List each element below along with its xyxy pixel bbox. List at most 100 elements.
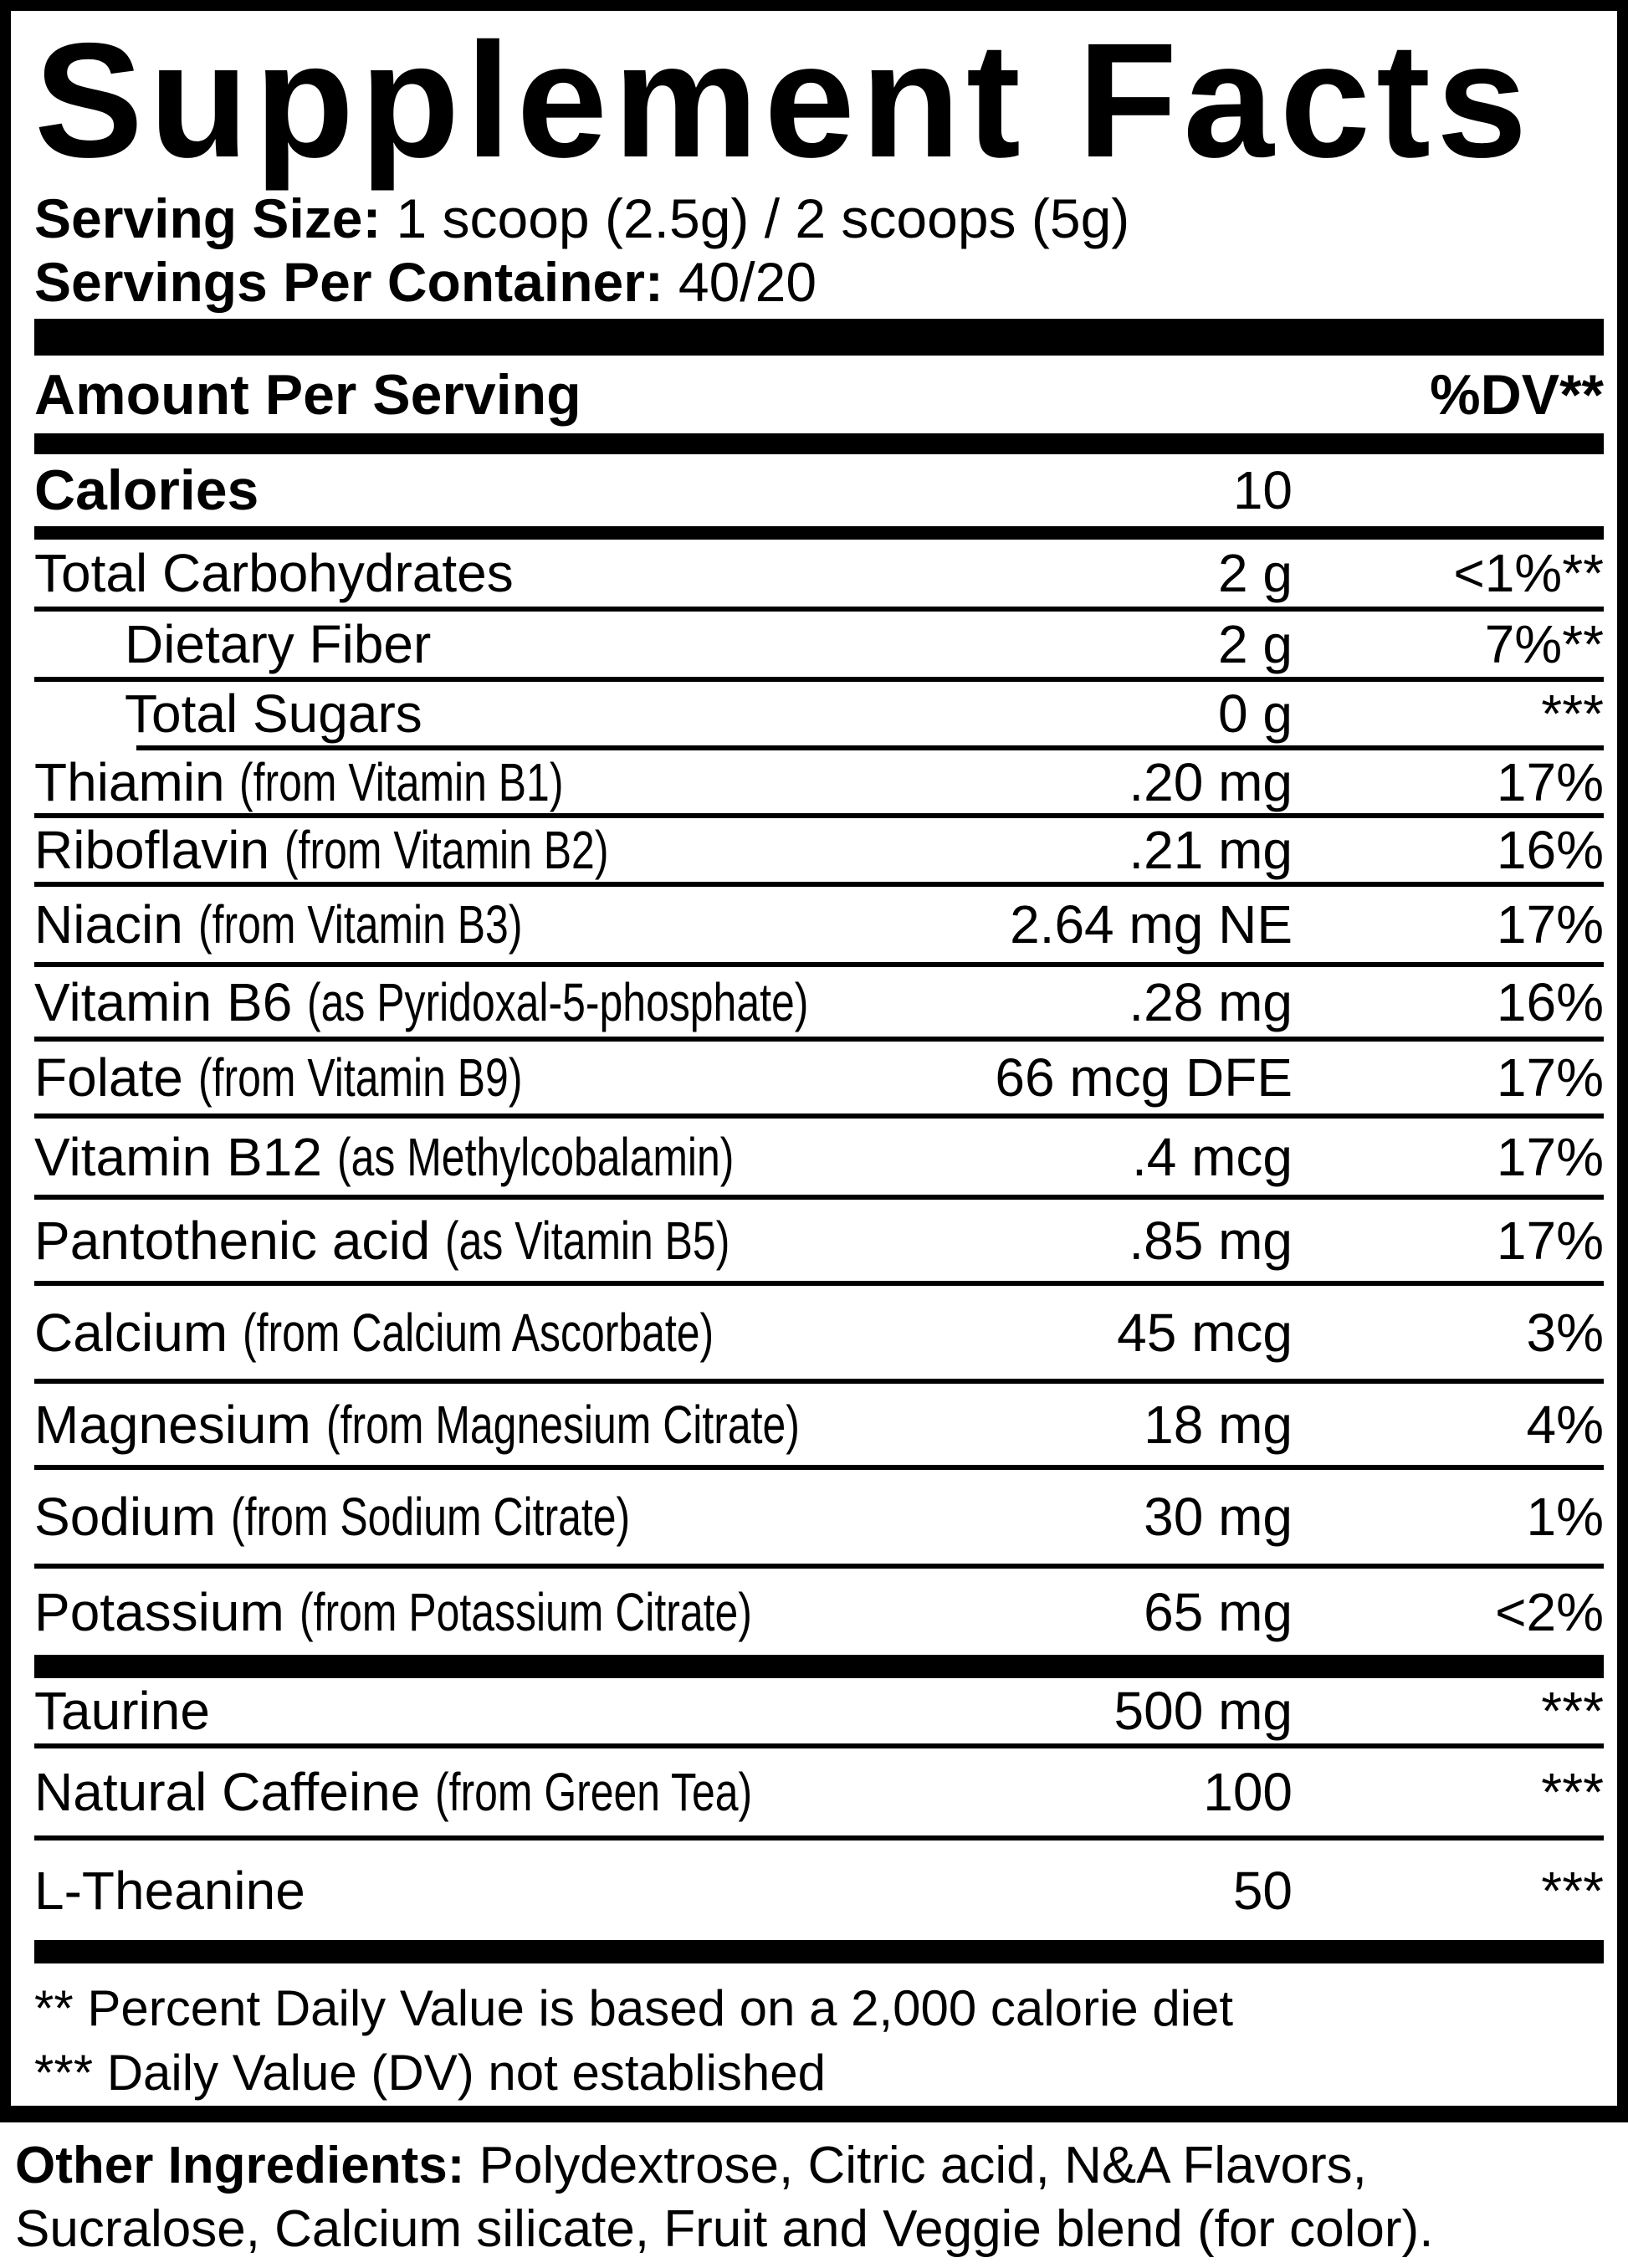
nutrient-dv: <2%: [1495, 1581, 1604, 1642]
nutrient-amount: 500 mg: [1113, 1681, 1293, 1741]
servings-per-container-value: 40/20: [678, 251, 817, 313]
nutrient-source-note: (from Calcium Ascorbate): [242, 1302, 714, 1363]
nutrient-dv: ***: [1541, 1681, 1604, 1741]
nutrient-row: Total Sugars 0 g ***: [34, 682, 1604, 745]
nutrient-dv: 17%: [1496, 1126, 1604, 1187]
nutrient-row: Dietary Fiber 2 g 7%**: [34, 612, 1604, 677]
nutrient-source-note: (from Vitamin B2): [284, 820, 609, 880]
nutrient-name: Magnesium (from Magnesium Citrate): [34, 1394, 800, 1455]
row-divider: [34, 607, 1604, 612]
nutrient-row: Sodium (from Sodium Citrate) 30 mg 1%: [34, 1470, 1604, 1564]
footnote-dv-basis: ** Percent Daily Value is based on a 2,0…: [34, 1980, 1234, 2036]
nutrient-amount: 65 mg: [1144, 1581, 1293, 1642]
percent-dv-header: %DV**: [1430, 362, 1604, 427]
nutrient-amount: 45 mcg: [1117, 1302, 1293, 1363]
nutrient-source-note: (from Magnesium Citrate): [325, 1394, 800, 1455]
column-header-row: Amount Per Serving %DV**: [34, 356, 1604, 433]
nutrients-table: Total Carbohydrates 2 g <1%** Dietary Fiber…: [34, 540, 1604, 1655]
other-ingredients-text: Polydextrose, Citric acid, N&A Flavors, …: [15, 2137, 1434, 2258]
nutrient-source-note: (as Pyridoxal-5-phosphate): [307, 971, 809, 1032]
row-divider: [34, 1465, 1604, 1470]
nutrient-dv: 17%: [1496, 751, 1604, 812]
nutrient-row: Total Carbohydrates 2 g <1%**: [34, 540, 1604, 607]
nutrient-name: Taurine: [34, 1681, 210, 1741]
nutrient-amount: 2.64 mg NE: [1010, 894, 1293, 955]
actives-table: Taurine 500 mg *** Natural Caffeine (from G…: [34, 1678, 1604, 1940]
nutrient-dv: 3%: [1526, 1302, 1605, 1363]
section-divider-top: [34, 319, 1604, 356]
calories-row: Calories 10: [34, 454, 1604, 526]
nutrient-row: Potassium (from Potassium Citrate) 65 mg <…: [34, 1569, 1604, 1655]
calories-label: Calories: [34, 458, 259, 522]
row-divider: [34, 1195, 1604, 1200]
nutrient-row: Riboflavin (from Vitamin B2) .21 mg 16%: [34, 818, 1604, 882]
row-divider: [34, 1114, 1604, 1119]
nutrient-row: Thiamin (from Vitamin B1) .20 mg 17%: [34, 750, 1604, 813]
nutrient-amount: 66 mcg DFE: [995, 1047, 1293, 1108]
row-divider: [34, 1281, 1604, 1286]
nutrient-amount: 2 g: [1218, 614, 1293, 674]
serving-size-label: Serving Size:: [34, 187, 381, 249]
row-divider: [34, 962, 1604, 967]
nutrient-name: Vitamin B12 (as Methylcobalamin): [34, 1126, 735, 1187]
nutrient-source-note: (as Vitamin B5): [445, 1210, 730, 1271]
other-ingredients-label: Other Ingredients:: [15, 2137, 465, 2194]
amount-per-serving-header: Amount Per Serving: [34, 362, 581, 427]
nutrient-dv: ***: [1541, 683, 1604, 744]
row-divider: [34, 1743, 1604, 1748]
nutrient-row: Pantothenic acid (as Vitamin B5) .85 mg 17…: [34, 1200, 1604, 1281]
nutrient-dv: <1%**: [1453, 543, 1604, 603]
nutrient-name: Calcium (from Calcium Ascorbate): [34, 1302, 714, 1363]
nutrient-source-note: (from Potassium Citrate): [299, 1581, 752, 1642]
nutrient-dv: 1%: [1526, 1487, 1605, 1547]
nutrient-dv: ***: [1541, 1762, 1604, 1822]
nutrient-amount: 30 mg: [1144, 1487, 1293, 1547]
nutrient-row: Folate (from Vitamin B9) 66 mcg DFE 17%: [34, 1042, 1604, 1114]
nutrient-dv: 17%: [1496, 894, 1604, 955]
nutrient-source-note: (from Sodium Citrate): [230, 1487, 630, 1547]
row-divider: [34, 813, 1604, 818]
nutrient-amount: 18 mg: [1144, 1394, 1293, 1455]
nutrient-name: Niacin (from Vitamin B3): [34, 894, 523, 955]
nutrient-name: Folate (from Vitamin B9): [34, 1047, 523, 1108]
footnotes: ** Percent Daily Value is based on a 2,0…: [34, 1963, 1604, 2106]
row-divider: [34, 1835, 1604, 1841]
calories-value: 10: [1232, 460, 1293, 520]
other-ingredients: Other Ingredients: Polydextrose, Citric …: [15, 2134, 1623, 2260]
servings-per-container-label: Servings Per Container:: [34, 251, 663, 313]
section-divider-actives: [34, 1655, 1604, 1678]
nutrient-row: Vitamin B12 (as Methylcobalamin) .4 mcg 17…: [34, 1119, 1604, 1195]
row-divider: [34, 677, 1604, 682]
nutrient-dv: 17%: [1496, 1047, 1604, 1108]
serving-size-value: 1 scoop (2.5g) / 2 scoops (5g): [396, 187, 1130, 249]
nutrient-row: Natural Caffeine (from Green Tea) 100 ***: [34, 1748, 1604, 1835]
nutrient-row: Magnesium (from Magnesium Citrate) 18 mg 4…: [34, 1384, 1604, 1465]
nutrient-dv: ***: [1541, 1860, 1604, 1921]
nutrient-amount: 50: [1232, 1860, 1293, 1921]
nutrient-amount: 0 g: [1218, 683, 1293, 744]
nutrient-source-note: (from Vitamin B1): [239, 751, 564, 812]
nutrient-name: Dietary Fiber: [125, 614, 432, 674]
nutrient-dv: 16%: [1496, 971, 1604, 1032]
nutrient-amount: .21 mg: [1129, 820, 1293, 880]
section-divider-calories: [34, 526, 1604, 540]
row-divider: [34, 882, 1604, 887]
section-divider-footnotes: [34, 1940, 1604, 1963]
nutrient-row: L-Theanine 50 ***: [34, 1841, 1604, 1940]
section-divider-header: [34, 433, 1604, 454]
nutrient-source-note: (from Vitamin B9): [197, 1047, 523, 1108]
row-divider: [136, 745, 1604, 750]
nutrient-row: Vitamin B6 (as Pyridoxal-5-phosphate) .28…: [34, 967, 1604, 1037]
serving-size-line: Serving Size: 1 scoop (2.5g) / 2 scoops …: [34, 187, 1604, 250]
nutrient-name: Potassium (from Potassium Citrate): [34, 1581, 752, 1642]
nutrient-name: Sodium (from Sodium Citrate): [34, 1487, 630, 1547]
nutrient-row: Niacin (from Vitamin B3) 2.64 mg NE 17%: [34, 887, 1604, 962]
servings-per-container-line: Servings Per Container: 40/20: [34, 250, 1604, 314]
nutrient-dv: 17%: [1496, 1210, 1604, 1271]
nutrient-name: Pantothenic acid (as Vitamin B5): [34, 1210, 730, 1271]
nutrient-name: Natural Caffeine (from Green Tea): [34, 1762, 753, 1822]
nutrient-dv: 16%: [1496, 820, 1604, 880]
nutrient-name: Vitamin B6 (as Pyridoxal-5-phosphate): [34, 971, 809, 1032]
nutrient-source-note: (from Green Tea): [435, 1762, 753, 1822]
nutrient-name: Total Sugars: [125, 683, 422, 744]
